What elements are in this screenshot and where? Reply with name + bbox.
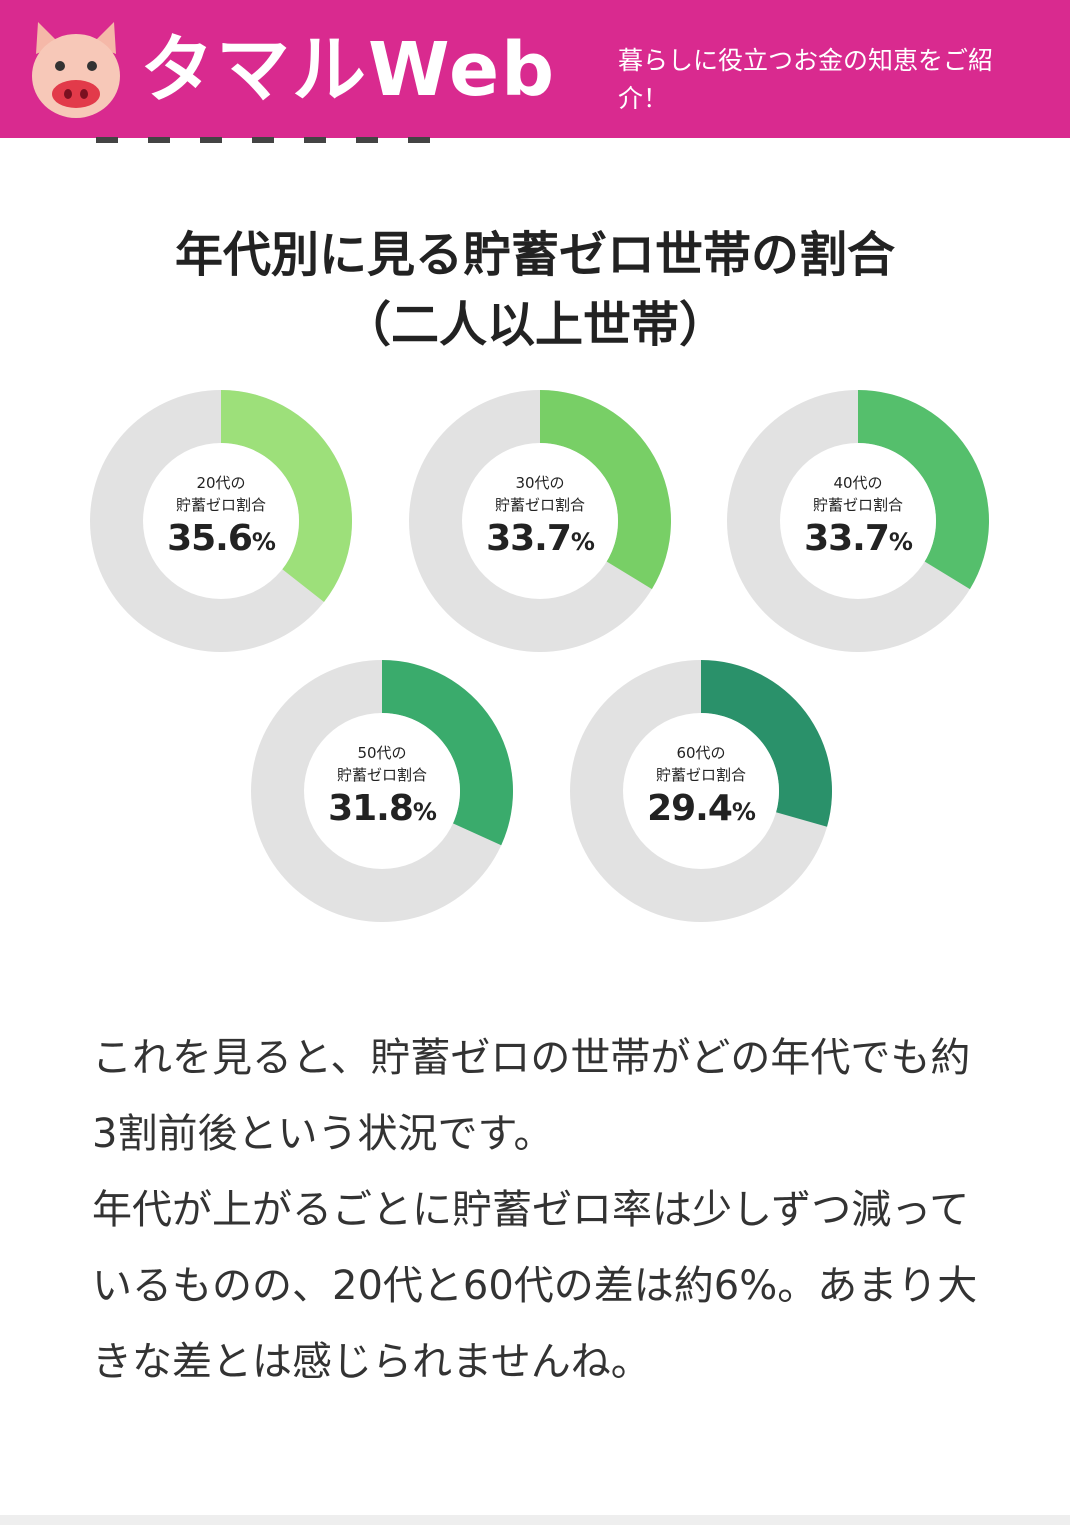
donut-svg bbox=[409, 390, 671, 652]
donut-svg bbox=[90, 390, 352, 652]
donut-svg bbox=[570, 660, 832, 922]
donut-slice bbox=[701, 660, 832, 827]
donut-value-unit: % bbox=[570, 528, 595, 556]
donut-4: 50代の 貯蓄ゼロ割合 31.8% bbox=[251, 660, 513, 922]
donut-slice bbox=[540, 390, 671, 590]
donut-hole bbox=[623, 713, 779, 869]
site-header: タマルWeb 暮らしに役立つお金の知恵をご紹介！ bbox=[0, 0, 1070, 138]
donut-value-number: 29.4 bbox=[647, 788, 733, 829]
article-body: これを見ると、貯蓄ゼロの世帯がどの年代でも約3割前後という状況です。 年代が上が… bbox=[92, 1020, 982, 1400]
donut-value-number: 33.7 bbox=[804, 518, 890, 559]
pig-logo-icon[interactable] bbox=[26, 14, 126, 122]
donut-label-line2: 貯蓄ゼロ割合 bbox=[812, 496, 903, 514]
donut-value: 35.6% bbox=[90, 518, 352, 559]
donut-3: 40代の 貯蓄ゼロ割合 33.7% bbox=[727, 390, 989, 652]
cutoff-previous-text bbox=[96, 128, 596, 144]
donut-value-number: 31.8 bbox=[328, 788, 414, 829]
donut-hole bbox=[304, 713, 460, 869]
donut-hole bbox=[462, 443, 618, 599]
donut-value-unit: % bbox=[412, 798, 437, 826]
donut-value-unit: % bbox=[731, 798, 756, 826]
site-logo[interactable]: タマルWeb bbox=[140, 27, 557, 113]
article-paragraph-2: 年代が上がるごとに貯蓄ゼロ率は少しずつ減っているものの、20代と60代の差は約6… bbox=[92, 1187, 978, 1385]
donut-svg bbox=[251, 660, 513, 922]
donut-value-unit: % bbox=[251, 528, 276, 556]
donut-value-unit: % bbox=[888, 528, 913, 556]
chart-title-sub: （二人以上世帯） bbox=[342, 297, 727, 353]
donut-label-line2: 貯蓄ゼロ割合 bbox=[175, 496, 266, 514]
site-tagline: 暮らしに役立つお金の知恵をご紹介！ bbox=[618, 46, 994, 113]
donut-hole bbox=[143, 443, 299, 599]
donut-label-line1: 40代の bbox=[833, 474, 883, 492]
donut-label-line1: 50代の bbox=[357, 744, 407, 762]
donut-label-line1: 30代の bbox=[515, 474, 565, 492]
donut-label-line1: 20代の bbox=[196, 474, 246, 492]
donut-label-line2: 貯蓄ゼロ割合 bbox=[336, 766, 427, 784]
footer-divider bbox=[0, 1515, 1070, 1525]
donut-value: 33.7% bbox=[409, 518, 671, 559]
donut-value: 29.4% bbox=[570, 788, 832, 829]
donut-value: 33.7% bbox=[727, 518, 989, 559]
donut-slice bbox=[858, 390, 989, 590]
donut-value: 31.8% bbox=[251, 788, 513, 829]
chart-title: 年代別に見る貯蓄ゼロ世帯の割合 （二人以上世帯） bbox=[0, 220, 1070, 360]
donut-value-number: 33.7 bbox=[486, 518, 572, 559]
donut-label-line2: 貯蓄ゼロ割合 bbox=[655, 766, 746, 784]
donut-2: 30代の 貯蓄ゼロ割合 33.7% bbox=[409, 390, 671, 652]
chart-title-main: 年代別に見る貯蓄ゼロ世帯の割合 bbox=[174, 227, 895, 283]
donut-label-line2: 貯蓄ゼロ割合 bbox=[494, 496, 585, 514]
article-paragraph-1: これを見ると、貯蓄ゼロの世帯がどの年代でも約3割前後という状況です。 bbox=[92, 1035, 971, 1157]
donut-hole bbox=[780, 443, 936, 599]
donut-slice bbox=[382, 660, 513, 846]
donut-slice bbox=[221, 390, 352, 602]
donut-5: 60代の 貯蓄ゼロ割合 29.4% bbox=[570, 660, 832, 922]
donut-svg bbox=[727, 390, 989, 652]
donut-1: 20代の 貯蓄ゼロ割合 35.6% bbox=[90, 390, 352, 652]
donut-label-line1: 60代の bbox=[676, 744, 726, 762]
donut-value-number: 35.6 bbox=[167, 518, 253, 559]
